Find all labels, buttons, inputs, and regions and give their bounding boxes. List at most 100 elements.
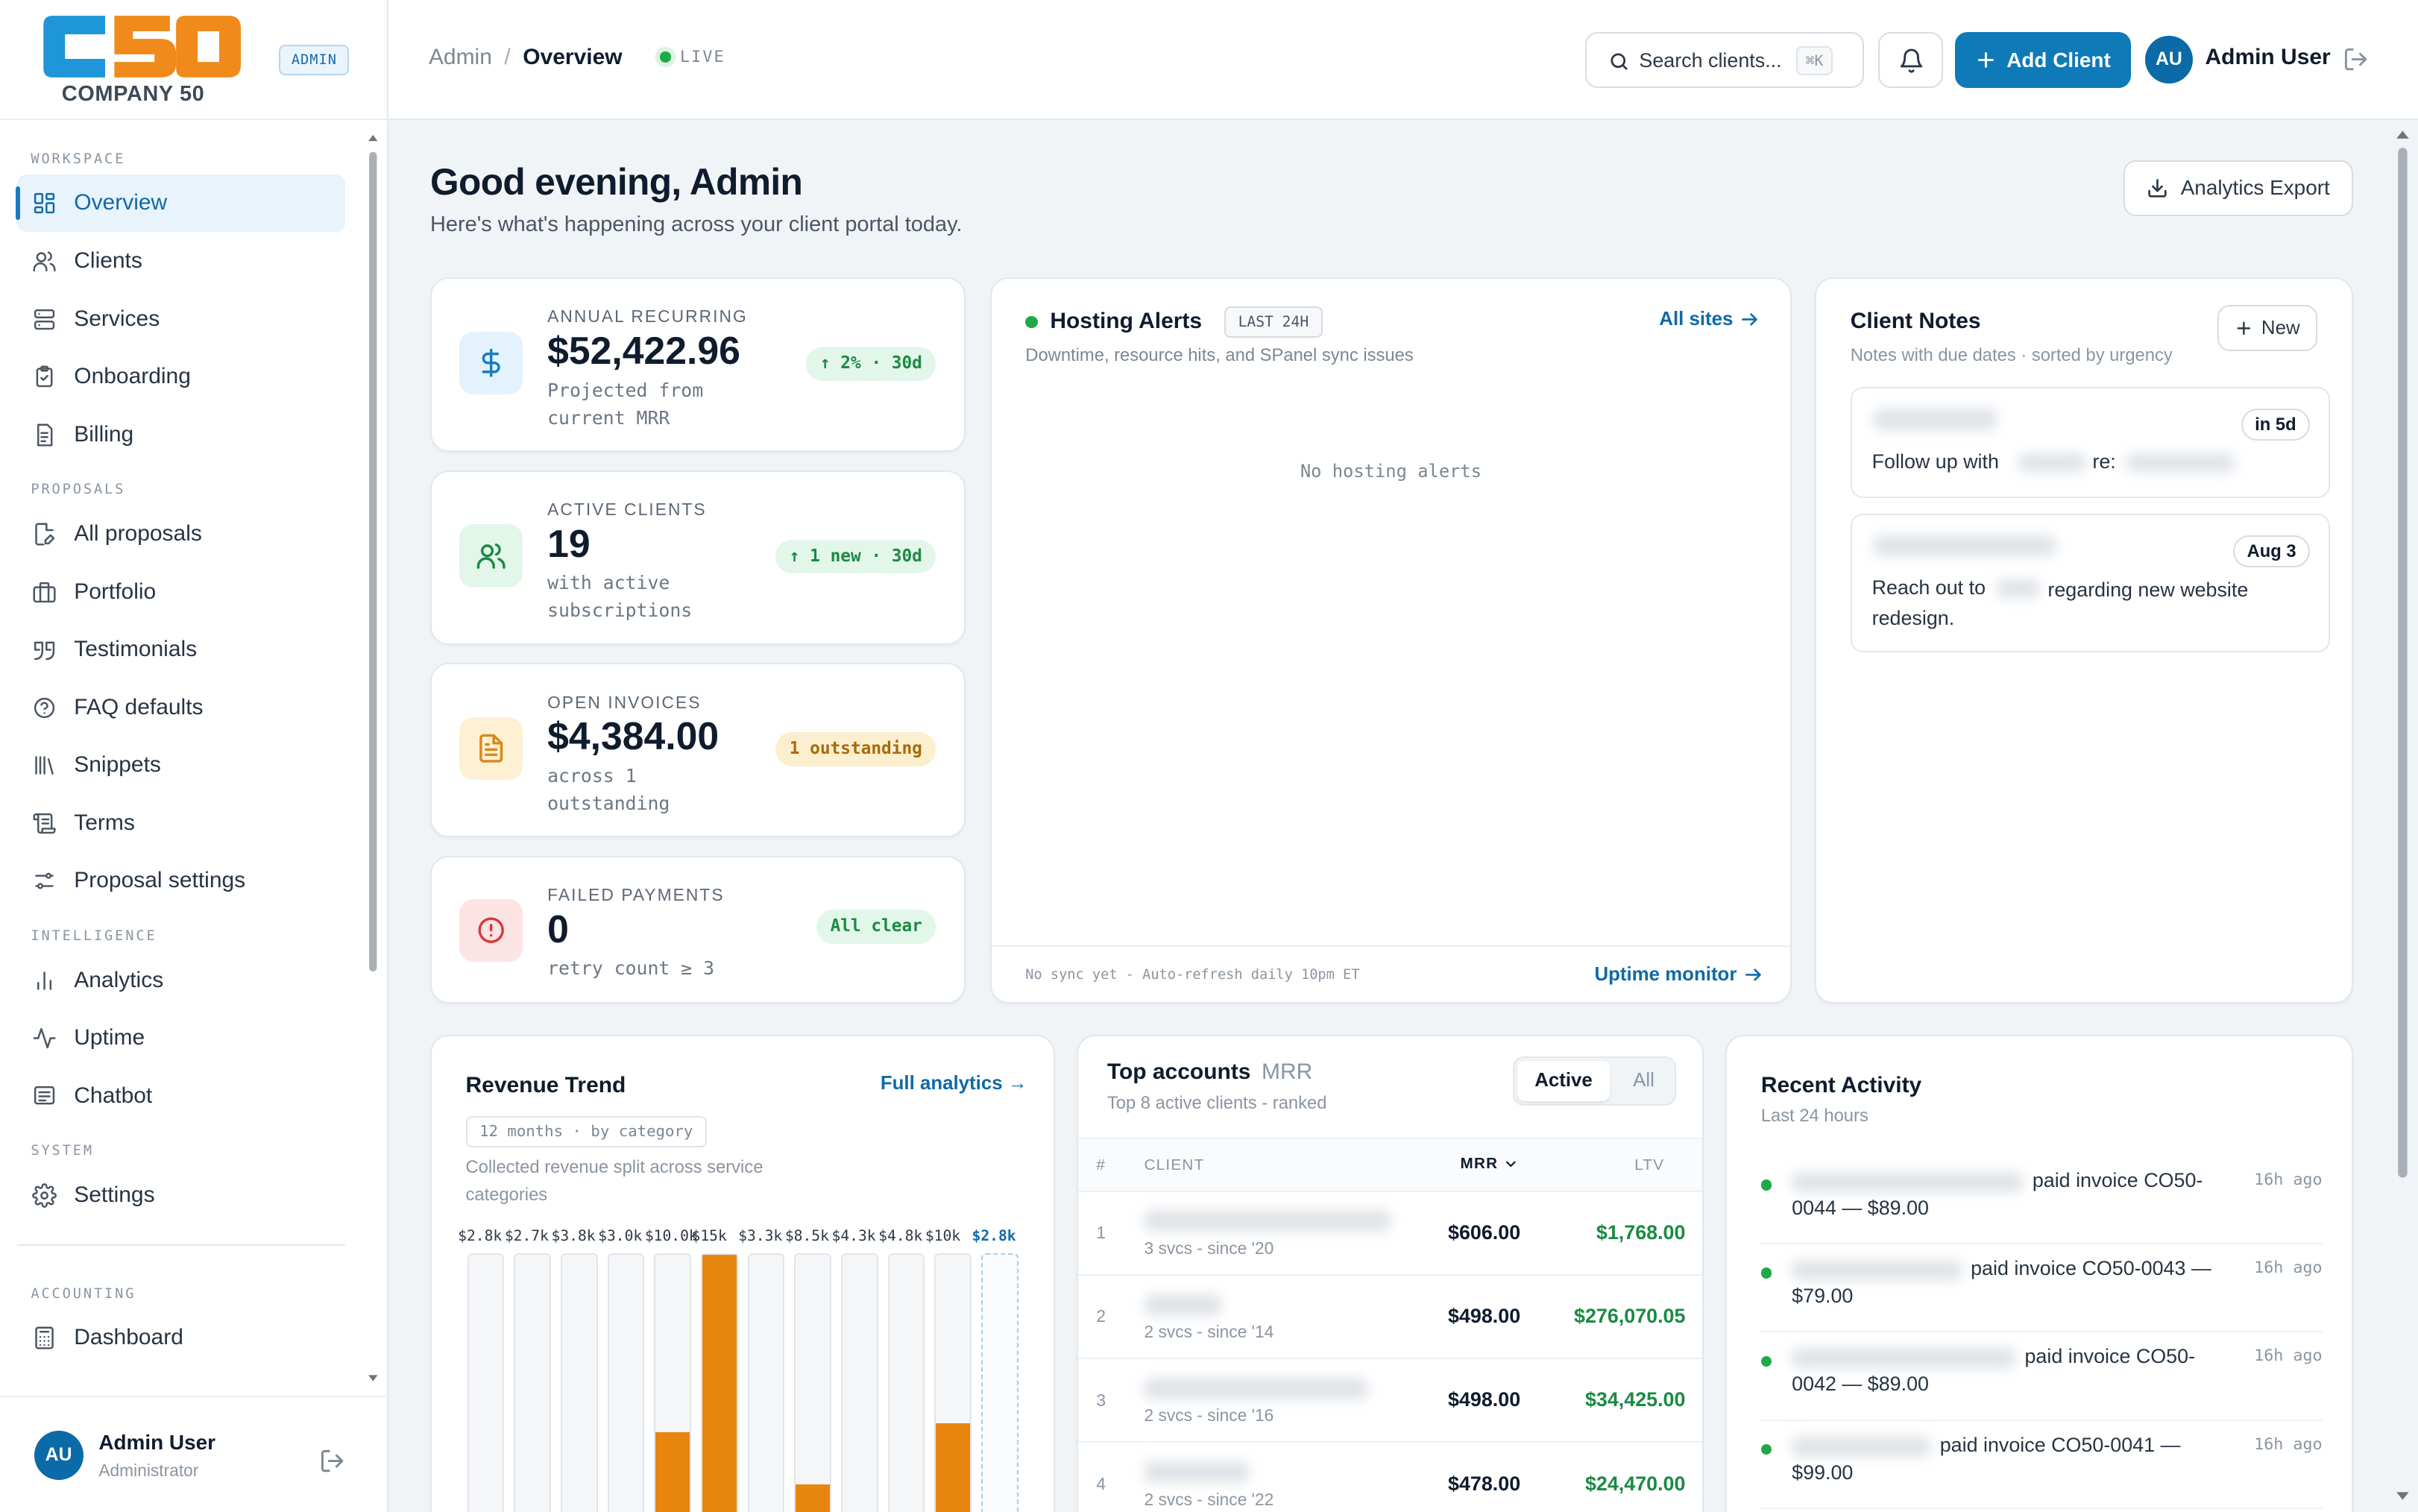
list-item[interactable]: paid invoice CO50-0043 — $79.00 16h ago [1760, 1244, 2323, 1333]
scroll-icon [32, 811, 57, 836]
row-ltv: $34,425.00 [1584, 1388, 1686, 1411]
admin-badge: ADMIN [279, 44, 350, 76]
activity-subtitle: Last 24 hours [1760, 1105, 1868, 1126]
revenue-bar[interactable] [934, 1253, 972, 1512]
list-item[interactable]: paid invoice CO50-0041 — $99.00 16h ago [1760, 1421, 2323, 1509]
hosting-title: Hosting Alerts [1050, 308, 1203, 333]
kpi-card[interactable]: OPEN INVOICES $4,384.00 across 1 outstandi… [430, 663, 966, 838]
sidebar-scrollbar[interactable] [367, 130, 380, 1388]
sidebar-item-dashboard[interactable]: Dashboard [0, 1309, 364, 1367]
revenue-bar[interactable] [607, 1253, 645, 1512]
activity-text-cont: 0044 — $89.00 [1792, 1196, 1929, 1219]
sidebar-item-all-proposals[interactable]: All proposals [0, 505, 364, 563]
users-icon [32, 249, 57, 274]
user-avatar[interactable]: AU [2144, 35, 2193, 84]
redacted-client-name [1792, 1436, 1931, 1457]
logout-icon[interactable] [2343, 46, 2369, 72]
new-note-button[interactable]: New [2217, 305, 2318, 352]
hosting-alerts-card: Hosting Alerts LAST 24H All sites Downti… [989, 277, 1792, 1004]
revenue-bar[interactable] [840, 1253, 878, 1512]
sidebar-item-billing[interactable]: Billing [0, 406, 364, 464]
dollar-icon [459, 331, 523, 395]
uptime-monitor-link[interactable]: Uptime monitor [1594, 964, 1763, 986]
activity-text: paid invoice CO50-0041 — [1939, 1433, 2181, 1456]
revenue-bar[interactable] [700, 1253, 738, 1512]
user-name[interactable]: Admin User [2205, 44, 2331, 69]
sidebar-item-settings[interactable]: Settings [0, 1166, 364, 1224]
revenue-bar[interactable] [887, 1253, 925, 1512]
sidebar-item-proposal-settings[interactable]: Proposal settings [0, 852, 364, 910]
table-row[interactable]: 1 3 svcs - since '20 $606.00 $1,768.00 [1077, 1190, 1703, 1274]
analytics-export-button[interactable]: Analytics Export [2123, 160, 2354, 216]
breadcrumb-admin[interactable]: Admin [428, 44, 492, 69]
sidebar-item-testimonials[interactable]: Testimonials [0, 620, 364, 678]
kpi-badge: All clear [816, 910, 936, 944]
revenue-bar[interactable] [794, 1253, 831, 1512]
sidebar-item-label: Services [74, 306, 160, 331]
notifications-button[interactable] [1878, 32, 1943, 88]
revenue-bar[interactable] [747, 1253, 785, 1512]
col-client: CLIENT [1144, 1156, 1205, 1174]
search-input[interactable]: Search clients... ⌘K [1585, 32, 1865, 88]
sidebar-item-onboarding[interactable]: Onboarding [0, 347, 364, 406]
sidebar-item-services[interactable]: Services [0, 290, 364, 348]
accounts-title: Top accounts MRR [1107, 1059, 1312, 1085]
logout-icon[interactable] [319, 1448, 345, 1474]
tab-all[interactable]: All [1633, 1069, 1654, 1091]
accounts-title-suffix: MRR [1262, 1059, 1313, 1084]
notes-title: Client Notes [1850, 308, 1981, 333]
all-sites-link[interactable]: All sites [1659, 309, 1759, 330]
bar-label: $4.3k [831, 1227, 876, 1245]
table-row[interactable]: 2 2 svcs - since '14 $498.00 $276,070.05 [1077, 1273, 1703, 1358]
revenue-bar[interactable] [560, 1253, 598, 1512]
revenue-bar[interactable] [654, 1253, 691, 1512]
sidebar-item-faq-defaults[interactable]: FAQ defaults [0, 678, 364, 737]
tab-active[interactable]: Active [1517, 1060, 1611, 1101]
sidebar-item-label: Analytics [74, 967, 164, 992]
note-text-a: Reach out to [1871, 576, 1986, 599]
row-rank: 4 [1096, 1473, 1106, 1493]
accounts-title-main: Top accounts [1106, 1059, 1251, 1084]
sidebar-item-snippets[interactable]: Snippets [0, 736, 364, 794]
nav-section-title: WORKSPACE [31, 151, 126, 167]
bar-label: $2.8k [972, 1227, 1016, 1245]
row-mrr: $606.00 [1448, 1220, 1521, 1244]
file-edit-icon [32, 522, 57, 546]
kpi-subtext: across 1 outstanding [547, 764, 670, 814]
full-analytics-link[interactable]: Full analytics → [880, 1073, 1027, 1094]
sidebar-item-overview[interactable]: Overview [15, 174, 346, 233]
col-mrr[interactable]: MRR [1461, 1155, 1519, 1173]
main-scrollbar[interactable] [2393, 123, 2412, 1511]
redacted-text [1997, 579, 2041, 599]
revenue-bar[interactable] [514, 1253, 551, 1512]
sidebar-item-portfolio[interactable]: Portfolio [0, 563, 364, 621]
kpi-card[interactable]: ACTIVE CLIENTS 19 with active subscription… [430, 470, 966, 645]
quote-icon [32, 637, 57, 662]
sidebar-item-analytics[interactable]: Analytics [0, 951, 364, 1009]
table-row[interactable]: 3 2 svcs - since '16 $498.00 $34,425.00 [1077, 1358, 1703, 1441]
sidebar-item-label: Terms [74, 810, 135, 835]
sidebar-item-chatbot[interactable]: Chatbot [0, 1067, 364, 1125]
note-item[interactable]: in 5d Follow up with re: [1850, 387, 2330, 498]
note-due-badge: Aug 3 [2233, 535, 2311, 567]
sidebar-item-uptime[interactable]: Uptime [0, 1009, 364, 1067]
revenue-bar[interactable] [467, 1253, 505, 1512]
company-logo[interactable] [37, 13, 244, 81]
sidebar-user[interactable]: AU Admin User Administrator [0, 1395, 389, 1512]
sidebar-item-clients[interactable]: Clients [0, 232, 364, 290]
sidebar-item-terms[interactable]: Terms [0, 794, 364, 852]
list-item[interactable]: paid invoice CO50- 0042 — $89.00 16h ago [1760, 1333, 2323, 1421]
nav-section-title: ACCOUNTING [31, 1285, 136, 1302]
kpi-card[interactable]: ANNUAL RECURRING $52,422.96 Projected from… [430, 277, 966, 452]
note-item[interactable]: Aug 3 Reach out to regarding new website… [1850, 513, 2330, 652]
bar-label: $3.3k [738, 1227, 783, 1245]
status-dot [1760, 1355, 1772, 1367]
list-item[interactable]: paid invoice CO50- 0044 — $89.00 16h ago [1760, 1156, 2323, 1244]
table-row[interactable]: 4 2 svcs - since '22 $478.00 $24,470.00 [1077, 1441, 1703, 1512]
kpi-card[interactable]: FAILED PAYMENTS 0 retry count ≥ 3 All clear [430, 855, 966, 1004]
users-icon [459, 524, 523, 588]
grid-icon [32, 191, 57, 215]
revenue-bar[interactable] [980, 1253, 1018, 1512]
add-client-button[interactable]: Add Client [1955, 32, 2132, 88]
row-ltv: $276,070.05 [1574, 1305, 1686, 1328]
